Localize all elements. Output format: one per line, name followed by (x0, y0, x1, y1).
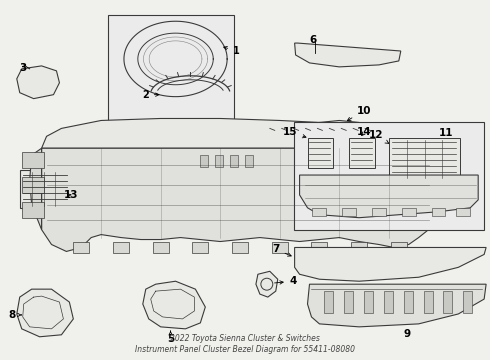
Bar (349, 138, 375, 168)
Bar (20, 170, 72, 208)
Polygon shape (30, 148, 42, 230)
Bar (312, 242, 327, 253)
Text: 2: 2 (142, 90, 159, 100)
Polygon shape (294, 43, 401, 67)
Bar (432, 208, 445, 216)
Bar (424, 291, 433, 313)
Bar (193, 242, 208, 253)
Bar (272, 242, 288, 253)
Bar (456, 208, 470, 216)
Polygon shape (17, 66, 59, 99)
Bar (364, 291, 373, 313)
Bar (308, 138, 333, 168)
Text: 3: 3 (20, 63, 27, 73)
Polygon shape (42, 118, 434, 148)
Bar (245, 155, 253, 167)
Bar (404, 291, 413, 313)
Polygon shape (17, 289, 74, 337)
Bar (232, 242, 248, 253)
Bar (313, 208, 326, 216)
Polygon shape (262, 121, 369, 138)
Text: 11: 11 (439, 129, 453, 138)
Bar (22, 152, 44, 168)
Bar (402, 208, 416, 216)
Text: 6: 6 (310, 35, 317, 45)
Bar (389, 138, 460, 180)
Bar (113, 242, 129, 253)
Text: 1: 1 (224, 46, 240, 56)
Bar (342, 208, 356, 216)
Text: 15: 15 (283, 127, 306, 138)
Bar (108, 15, 234, 122)
Bar (215, 155, 223, 167)
Text: 4: 4 (274, 276, 297, 286)
Bar (464, 291, 472, 313)
Polygon shape (308, 284, 486, 327)
Bar (372, 208, 386, 216)
Bar (230, 155, 238, 167)
Bar (324, 291, 333, 313)
Text: 8: 8 (8, 310, 22, 320)
Bar (391, 242, 407, 253)
Bar (200, 155, 208, 167)
Bar (22, 177, 44, 193)
Polygon shape (143, 281, 205, 329)
Text: 10: 10 (347, 105, 371, 121)
Text: 14: 14 (357, 127, 372, 138)
Bar (74, 242, 89, 253)
Bar (443, 291, 452, 313)
Text: 9: 9 (404, 329, 411, 339)
Text: 2022 Toyota Sienna Cluster & Switches
Instrument Panel Cluster Bezel Diagram for: 2022 Toyota Sienna Cluster & Switches In… (135, 334, 355, 354)
Text: 7: 7 (272, 244, 291, 256)
Polygon shape (299, 175, 478, 218)
Polygon shape (256, 271, 278, 297)
Polygon shape (294, 247, 486, 281)
Bar (344, 291, 353, 313)
Text: 13: 13 (63, 190, 78, 200)
Text: 12: 12 (368, 130, 389, 143)
Bar (294, 122, 484, 230)
Bar (351, 242, 367, 253)
Polygon shape (42, 148, 434, 251)
Text: 5: 5 (167, 331, 174, 344)
Bar (384, 291, 393, 313)
Bar (22, 202, 44, 218)
Bar (153, 242, 169, 253)
